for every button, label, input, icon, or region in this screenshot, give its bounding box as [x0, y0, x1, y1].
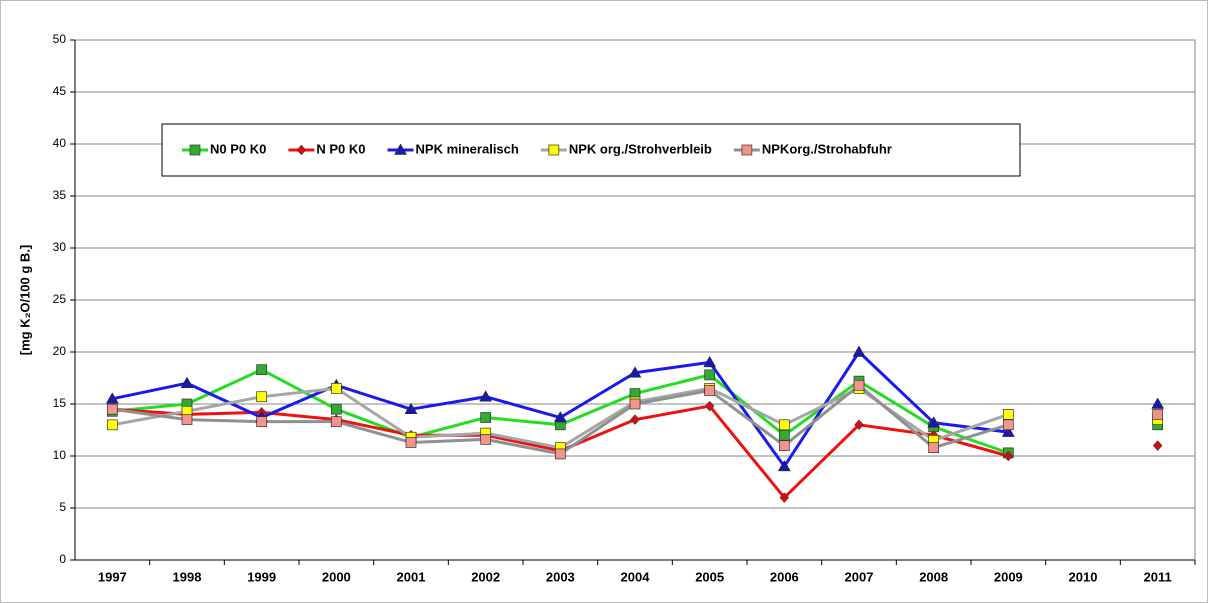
marker — [779, 492, 790, 503]
marker — [704, 400, 715, 412]
x-tick-label: 1998 — [173, 569, 202, 584]
marker — [854, 419, 864, 431]
x-tick-label: 1997 — [98, 569, 127, 584]
marker — [181, 414, 193, 425]
marker — [630, 414, 640, 425]
marker — [1152, 440, 1163, 451]
x-tick-label: 2009 — [994, 569, 1023, 584]
marker — [1001, 425, 1015, 437]
marker — [852, 345, 866, 357]
legend-marker — [189, 144, 201, 156]
marker — [256, 416, 268, 428]
marker — [106, 419, 118, 431]
legend-label: NPK org./Strohverbleib — [569, 141, 712, 156]
marker — [1003, 450, 1014, 462]
y-tick-label: 20 — [53, 344, 67, 358]
marker — [105, 392, 119, 404]
marker — [704, 369, 716, 381]
x-tick-label: 2004 — [621, 569, 651, 584]
legend-label: NPKorg./Strohabfuhr — [762, 141, 892, 156]
marker — [553, 411, 567, 423]
legend-label: N P0 K0 — [316, 141, 365, 156]
marker — [480, 434, 492, 445]
x-tick-label: 2000 — [322, 569, 351, 584]
marker — [927, 416, 941, 428]
marker — [704, 385, 716, 396]
x-tick-label: 2002 — [471, 569, 500, 584]
y-tick-label: 50 — [53, 32, 67, 46]
y-tick-label: 45 — [53, 84, 67, 98]
marker — [1002, 419, 1014, 431]
y-tick-label: 40 — [53, 136, 67, 150]
marker — [554, 448, 566, 460]
legend-marker — [394, 143, 407, 155]
legend-marker — [296, 144, 307, 156]
y-tick-label: 0 — [59, 552, 66, 566]
legend-marker — [741, 144, 753, 156]
x-tick-label: 2005 — [695, 569, 724, 584]
y-tick-label: 10 — [53, 448, 67, 462]
marker — [330, 383, 342, 394]
x-tick-label: 2007 — [845, 569, 874, 584]
marker — [256, 391, 268, 403]
marker — [330, 403, 342, 415]
marker — [1152, 409, 1164, 420]
marker — [628, 366, 642, 378]
marker — [703, 355, 717, 368]
marker — [928, 442, 940, 454]
marker — [777, 459, 791, 472]
y-tick-label: 35 — [53, 188, 67, 202]
marker — [256, 364, 268, 376]
marker — [180, 376, 194, 388]
x-tick-label: 2006 — [770, 569, 799, 584]
y-tick-label: 25 — [53, 292, 67, 306]
marker — [778, 440, 790, 451]
legend-marker — [548, 144, 560, 156]
marker — [778, 429, 790, 441]
marker — [479, 390, 493, 402]
marker — [778, 419, 790, 431]
marker — [404, 402, 418, 414]
marker — [853, 379, 865, 391]
x-tick-label: 2010 — [1069, 569, 1098, 584]
marker — [629, 398, 641, 410]
marker — [1002, 409, 1014, 420]
x-tick-label: 2008 — [919, 569, 948, 584]
marker — [405, 437, 417, 448]
marker — [330, 416, 342, 428]
x-tick-label: 2003 — [546, 569, 575, 584]
legend: N0 P0 K0 N P0 K0 NPK mineralisch NPK org./S… — [161, 123, 1021, 177]
x-tick-label: 2011 — [1144, 569, 1172, 584]
x-tick-label: 1999 — [247, 569, 276, 584]
marker — [106, 403, 118, 415]
y-tick-label: 15 — [53, 396, 67, 410]
legend-label: NPK mineralisch — [416, 141, 519, 156]
y-tick-label: 5 — [59, 500, 66, 514]
marker — [1151, 397, 1165, 409]
x-tick-label: 2001 — [397, 569, 426, 584]
legend-label: N0 P0 K0 — [210, 141, 266, 156]
y-tick-label: 30 — [53, 240, 67, 254]
y-axis-label: [mg K₂O/100 g B.] — [17, 245, 32, 356]
marker — [480, 412, 492, 423]
